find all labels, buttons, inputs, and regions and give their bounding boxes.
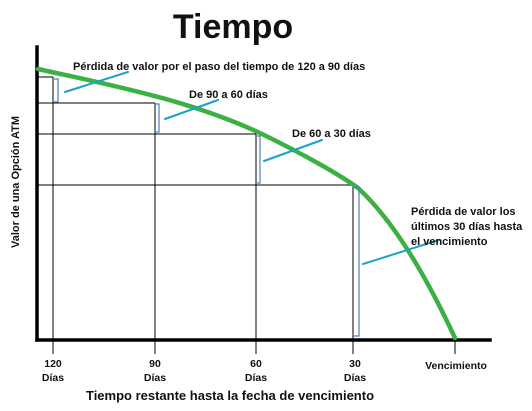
bracket-60-30 [257, 135, 261, 184]
pointer-30-0 [362, 239, 440, 265]
tick-label-120: 120 [44, 358, 62, 370]
bracket-30-0 [354, 186, 360, 337]
tick-labels: 120 Días 90 Días 60 Días 30 Días Vencimi… [42, 358, 487, 384]
annotation-loss-30-0-line1: Pérdida de valor los [411, 206, 516, 218]
annotation-loss-120-90: Pérdida de valor por el paso del tiempo … [73, 61, 365, 73]
annotation-loss-90-60: De 90 a 60 días [189, 89, 268, 101]
pointer-120-90 [64, 71, 129, 93]
tick-label-vencimiento: Vencimiento [425, 360, 487, 372]
y-axis-label: Valor de una Opción ATM [10, 116, 22, 248]
loss-brackets [54, 78, 360, 337]
x-axis-label: Tiempo restante hasta la fecha de vencim… [86, 388, 374, 403]
tick-label-30-unit: Días [344, 372, 366, 384]
annotation-loss-30-0-line2: últimos 30 días hasta [411, 221, 523, 233]
tick-label-90-unit: Días [144, 372, 166, 384]
pointer-60-30 [263, 139, 323, 162]
tick-label-120-unit: Días [42, 372, 64, 384]
pointer-90-60 [164, 99, 219, 120]
grid-lines [38, 76, 354, 340]
axes [35, 45, 492, 342]
value-decay-curve [35, 66, 458, 341]
bracket-120-90 [54, 78, 59, 103]
tick-marks [52, 340, 456, 354]
tick-label-90: 90 [149, 358, 161, 370]
annotation-pointers [64, 71, 440, 265]
bracket-90-60 [156, 103, 160, 133]
tick-label-30: 30 [349, 358, 361, 370]
tick-label-60-unit: Días [245, 372, 267, 384]
annotation-loss-60-30: De 60 a 30 días [292, 128, 371, 140]
annotation-loss-30-0-line3: el vencimiento [411, 236, 488, 248]
diagram-title: Tiempo [173, 8, 293, 46]
tick-label-60: 60 [250, 358, 262, 370]
